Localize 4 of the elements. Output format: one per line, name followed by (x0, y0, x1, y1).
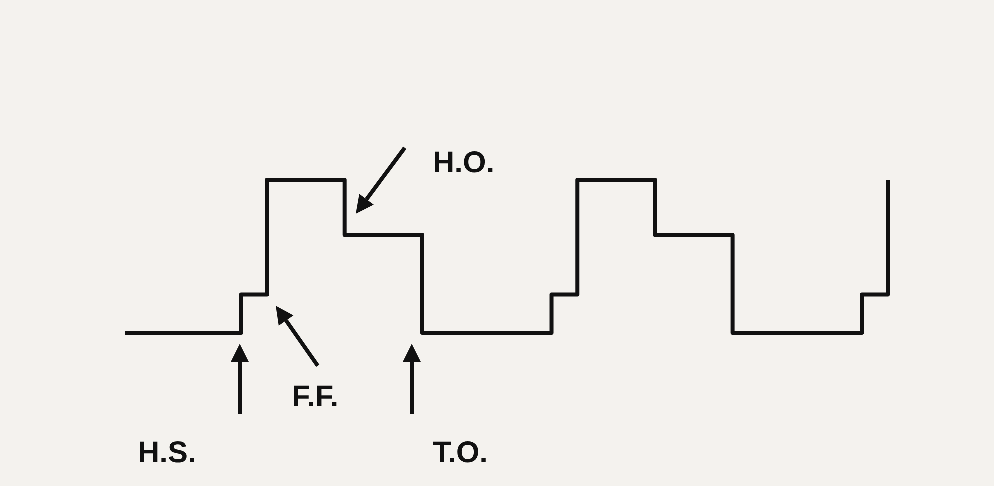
text: T.O. (433, 436, 488, 470)
text: H.O. (433, 146, 495, 180)
text: H.S. (138, 436, 196, 470)
text: F.F. (292, 380, 339, 414)
